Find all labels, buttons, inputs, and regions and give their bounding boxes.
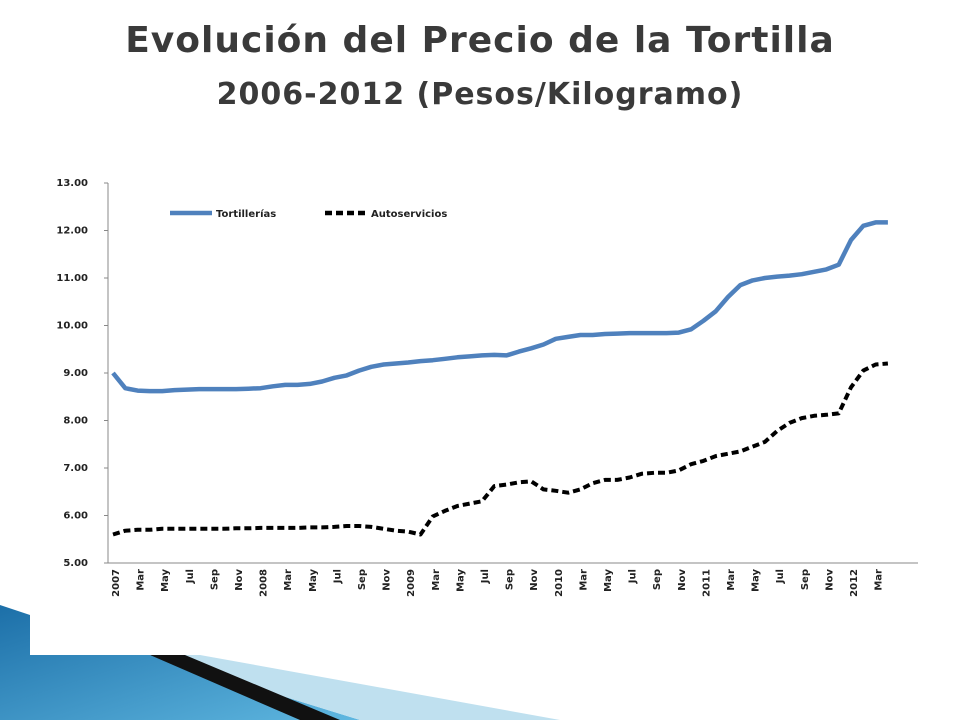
- x-tick-label: May: [308, 569, 319, 592]
- x-tick-label: 2011: [701, 569, 712, 597]
- x-tick-label: Mar: [431, 569, 442, 591]
- y-tick-label: 11.00: [56, 273, 88, 284]
- y-tick-label: 7.00: [63, 463, 88, 474]
- x-tick-label: Jul: [480, 569, 491, 584]
- x-tick-label: Sep: [652, 569, 663, 590]
- x-tick-label: Jul: [185, 569, 196, 584]
- x-tick-label: 2010: [554, 569, 565, 597]
- x-tick-label: 2009: [406, 569, 417, 597]
- x-tick-label: Jul: [628, 569, 639, 584]
- legend-label: Tortillerías: [216, 208, 276, 220]
- y-tick-label: 12.00: [56, 226, 88, 237]
- y-tick-label: 6.00: [63, 511, 88, 522]
- x-tick-label: Sep: [800, 569, 811, 590]
- x-tick-label: 2012: [849, 569, 860, 597]
- y-tick-label: 13.00: [56, 178, 88, 189]
- x-tick-label: Mar: [283, 569, 294, 591]
- x-tick-label: May: [455, 569, 466, 592]
- x-tick-label: Jul: [775, 569, 786, 584]
- y-tick-label: 10.00: [56, 321, 88, 332]
- x-tick-label: Nov: [824, 569, 835, 591]
- x-tick-label: May: [160, 569, 171, 592]
- x-tick-label: Mar: [726, 569, 737, 591]
- x-tick-label: Mar: [136, 569, 147, 591]
- x-tick-label: Nov: [529, 569, 540, 591]
- series-line: [111, 220, 888, 394]
- decor-dark: [150, 655, 340, 720]
- y-tick-label: 5.00: [63, 558, 88, 569]
- x-tick-label: 2008: [259, 569, 270, 597]
- x-tick-label: May: [603, 569, 614, 592]
- x-tick-label: Nov: [234, 569, 245, 591]
- y-tick-label: 8.00: [63, 416, 88, 427]
- x-tick-label: Nov: [382, 569, 393, 591]
- title: Evolución del Precio de la Tortilla: [125, 20, 835, 61]
- x-tick-label: Sep: [209, 569, 220, 590]
- x-tick-label: 2007: [111, 569, 122, 597]
- subtitle: 2006-2012 (Pesos/Kilogramo): [217, 77, 744, 112]
- x-tick-label: Sep: [505, 569, 516, 590]
- decor-blue: [0, 605, 360, 720]
- x-tick-label: Mar: [874, 569, 885, 591]
- legend-label: Autoservicios: [371, 209, 447, 220]
- x-tick-label: Mar: [578, 569, 589, 591]
- x-tick-label: May: [751, 569, 762, 592]
- x-tick-label: Sep: [357, 569, 368, 590]
- x-tick-label: Nov: [677, 569, 688, 591]
- y-tick-label: 9.00: [63, 368, 88, 379]
- series-line: [112, 361, 889, 537]
- x-tick-label: Jul: [332, 569, 343, 584]
- decor-light: [150, 655, 560, 720]
